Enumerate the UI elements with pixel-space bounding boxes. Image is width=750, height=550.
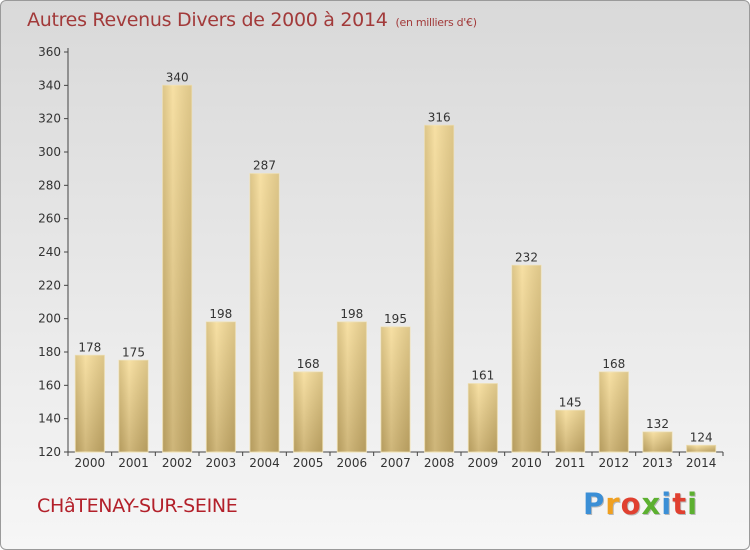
chart-subtitle: (en milliers d'€): [395, 16, 477, 29]
x-tick-label: 2010: [511, 456, 542, 470]
x-tick-label: 2003: [206, 456, 237, 470]
y-tick-label: 240: [38, 245, 61, 259]
logo-letter: x: [641, 487, 662, 521]
bars: [74, 84, 717, 453]
x-tick-label: 2009: [468, 456, 499, 470]
bar-shading: [424, 125, 454, 452]
data-label: 340: [166, 70, 189, 84]
bar-shading: [293, 372, 323, 452]
logo-letter: i: [661, 487, 673, 521]
data-label: 124: [690, 430, 713, 444]
y-tick-label: 280: [38, 178, 61, 192]
bar-shading: [75, 355, 105, 452]
y-tick-label: 160: [38, 378, 61, 392]
proxiti-logo: Proxiti: [583, 487, 698, 521]
value-labels: 178 175 340 198 287 168 198 195 316 161 232 145 168 1…: [78, 70, 712, 444]
x-tick-label: 2007: [380, 456, 411, 470]
data-label: 168: [602, 357, 625, 371]
data-label: 132: [646, 417, 669, 431]
y-tick-label: 320: [38, 112, 61, 126]
data-label: 168: [297, 357, 320, 371]
bar-shading: [381, 327, 410, 452]
bar-shading: [555, 410, 585, 452]
bar-shading: [643, 432, 672, 452]
bar-shading: [468, 383, 498, 452]
data-label: 178: [78, 340, 101, 354]
data-label: 198: [340, 307, 363, 321]
x-tick-label: 2005: [293, 456, 324, 470]
chart-title: Autres Revenus Divers de 2000 à 2014 (en …: [27, 9, 477, 31]
city-name: CHâTENAY-SUR-SEINE: [37, 495, 238, 517]
bar-shading: [686, 445, 716, 452]
bar-shading: [119, 360, 148, 452]
x-tick-label: 2002: [162, 456, 193, 470]
logo-letter: i: [687, 487, 699, 521]
data-label: 145: [559, 395, 582, 409]
x-tick-label: 2014: [686, 456, 717, 470]
x-tick-label: 2001: [118, 456, 149, 470]
x-tick-label: 2000: [75, 456, 106, 470]
y-tick-label: 300: [38, 145, 61, 159]
logo-letter: r: [605, 487, 621, 521]
logo-letter: o: [620, 487, 642, 521]
data-label: 161: [471, 369, 494, 383]
data-label: 195: [384, 312, 407, 326]
bar-shading: [337, 322, 367, 452]
x-tick-label: 2012: [599, 456, 630, 470]
bar-shading: [250, 173, 279, 452]
bar-shading: [599, 372, 629, 452]
data-label: 198: [209, 307, 232, 321]
y-tick-label: 220: [38, 278, 61, 292]
x-tick-label: 2008: [424, 456, 455, 470]
y-tick-label: 140: [38, 412, 61, 426]
data-label: 232: [515, 250, 538, 264]
y-tick-label: 340: [38, 78, 61, 92]
x-tick-label: 2011: [555, 456, 586, 470]
logo-letter: P: [583, 487, 606, 521]
chart-title-text: Autres Revenus Divers de 2000 à 2014: [27, 9, 388, 31]
y-tick-label: 260: [38, 212, 61, 226]
bar-shading: [162, 85, 192, 452]
y-tick-label: 360: [38, 45, 61, 59]
logo-letter: t: [672, 487, 688, 521]
x-tick-label: 2013: [642, 456, 673, 470]
data-label: 175: [122, 345, 145, 359]
y-tick-label: 180: [38, 345, 61, 359]
y-tick-label: 120: [38, 445, 61, 459]
bar-shading: [206, 322, 236, 452]
data-label: 287: [253, 159, 276, 173]
x-tick-label: 2006: [337, 456, 368, 470]
bar-shading: [512, 265, 541, 452]
x-tick-label: 2004: [249, 456, 280, 470]
data-label: 316: [428, 110, 451, 124]
y-tick-label: 200: [38, 312, 61, 326]
